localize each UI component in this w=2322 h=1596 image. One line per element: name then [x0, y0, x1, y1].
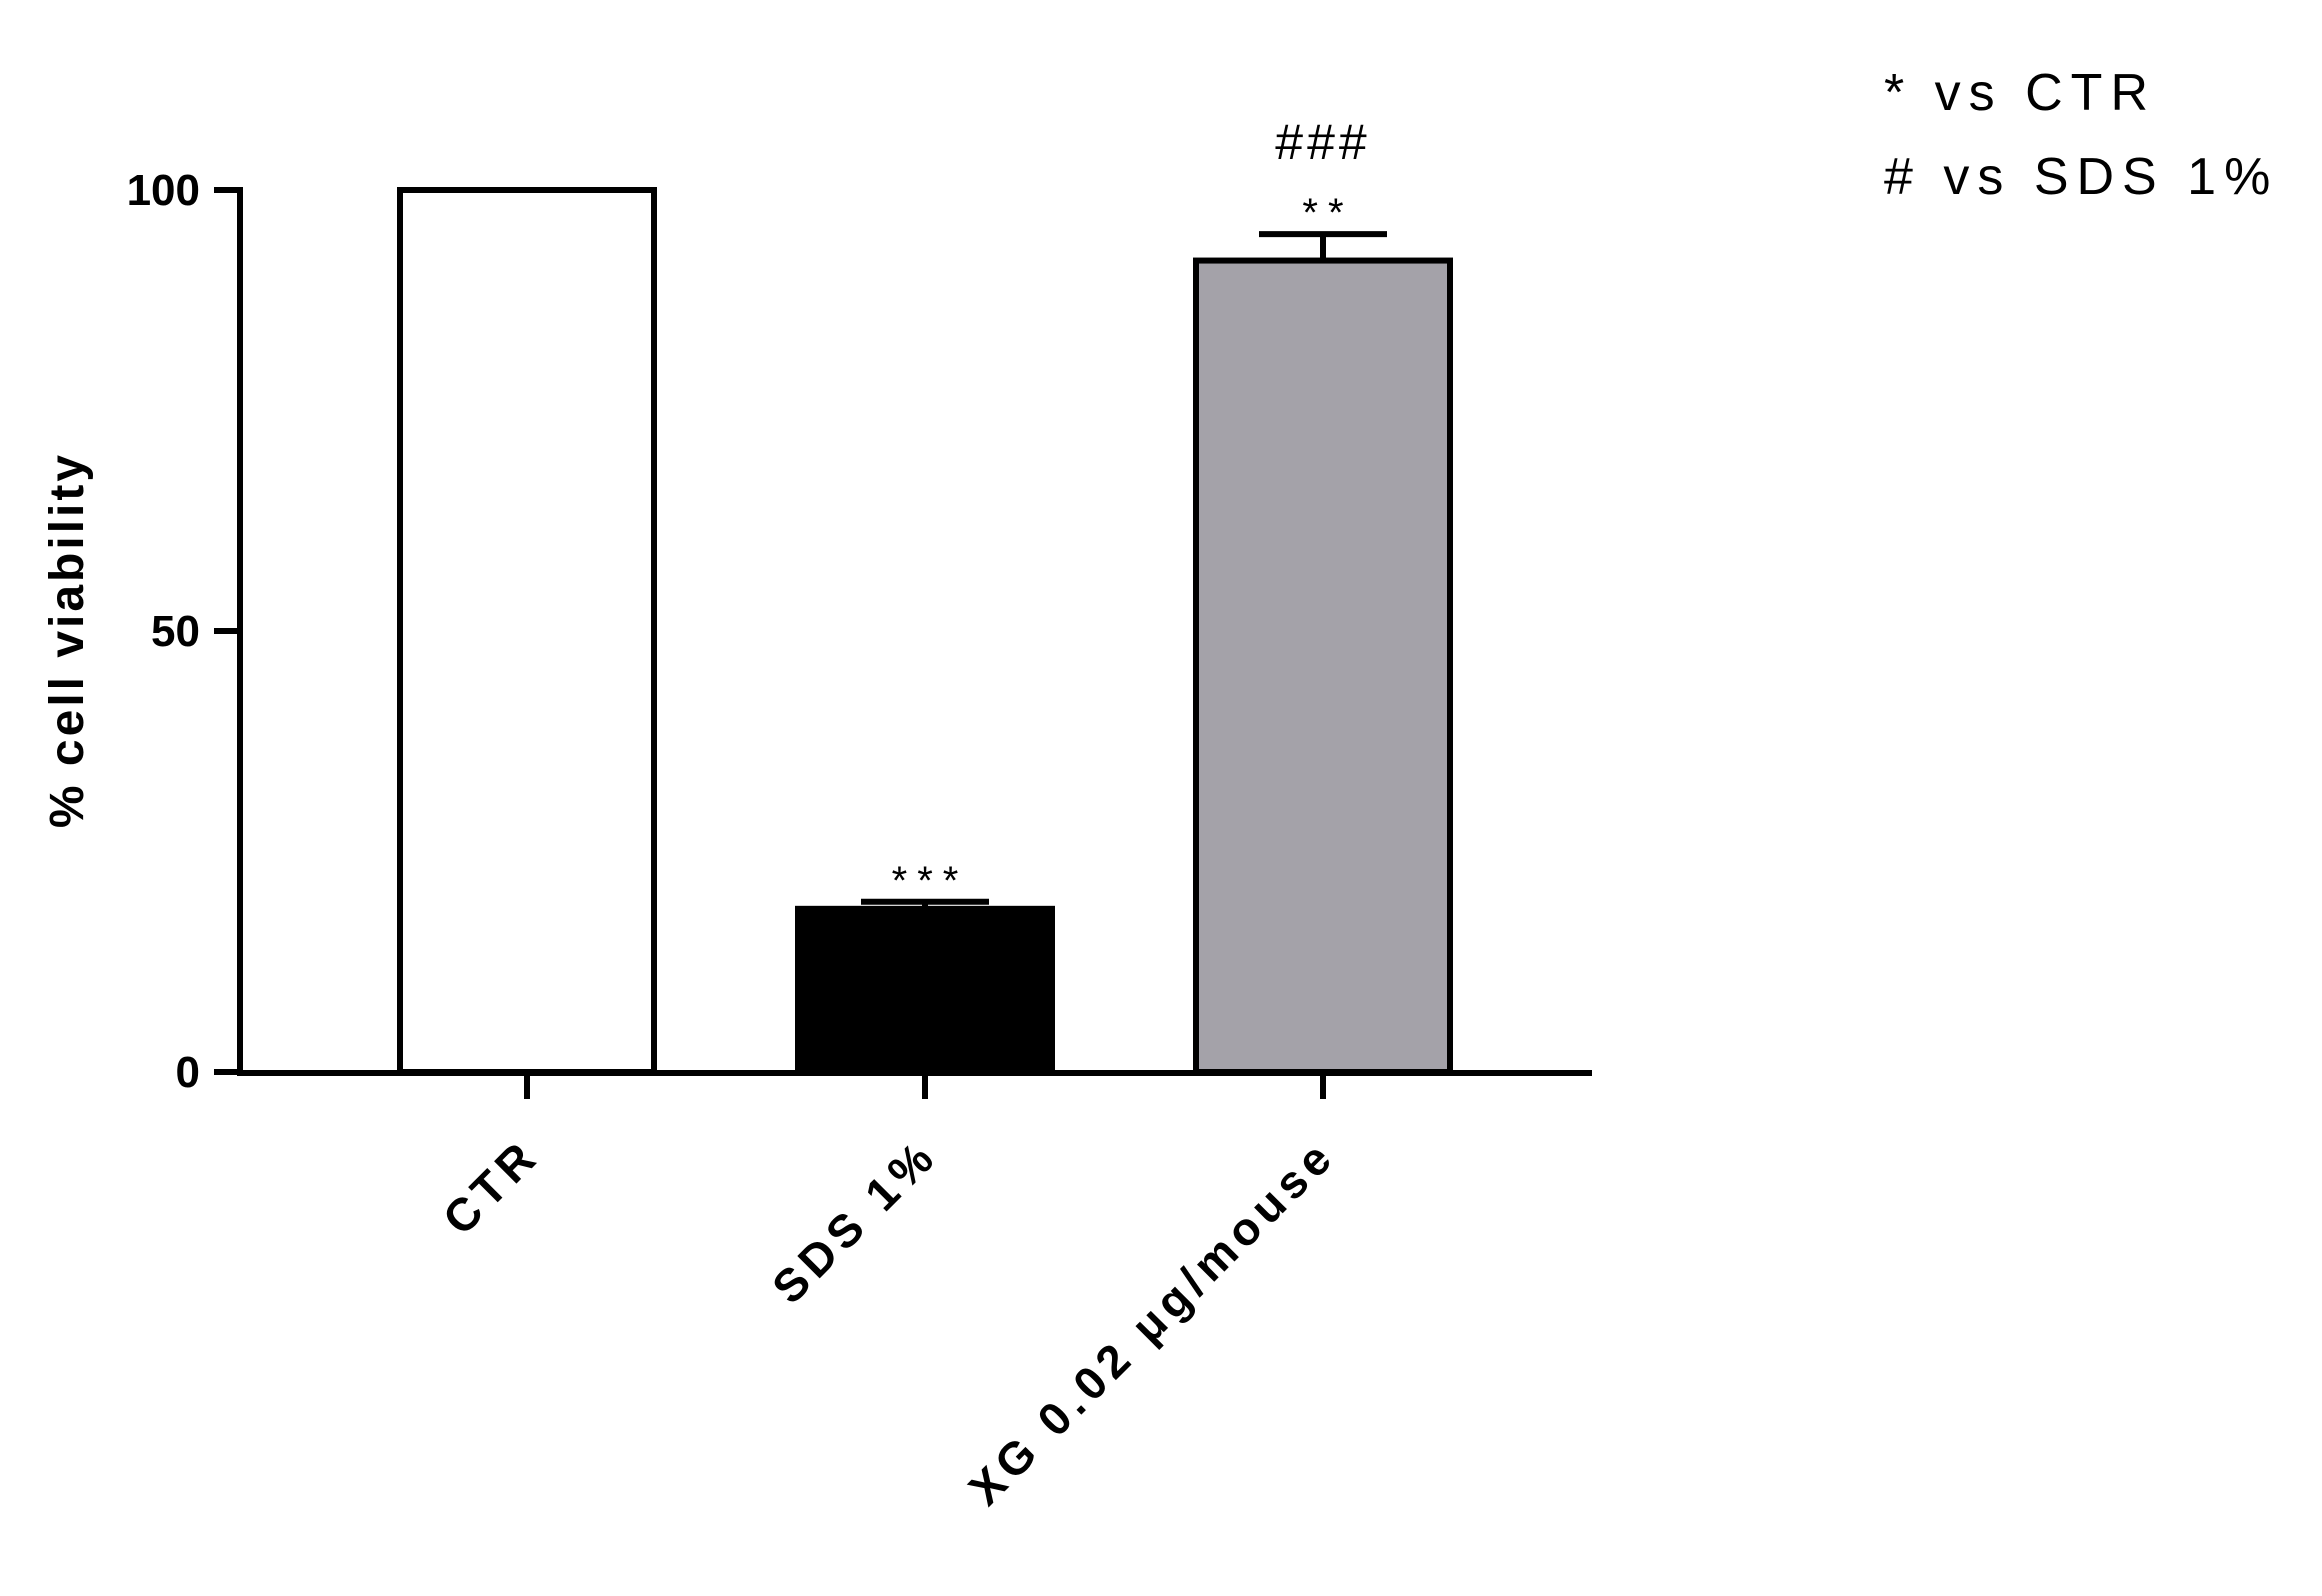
x-tick-label-xg-0-02-g-mouse: XG 0.02 μg/mouse — [958, 1128, 1345, 1515]
bar-xg-0-02-g-mouse — [1193, 257, 1453, 1075]
bars-layer — [397, 187, 1453, 1076]
x-tick-label-ctr: CTR — [433, 1128, 549, 1244]
y-tick-label-0: 0 — [176, 1048, 200, 1097]
legend-star-vs-ctr: * vs CTR — [1884, 64, 2156, 122]
significance-star-sds-1: *** — [892, 859, 969, 903]
y-tick-label-100: 100 — [127, 166, 200, 215]
labels-layer: CTR *** SDS 1% ** ### XG 0.02 μg/mouse 0 50 100 — [127, 114, 1370, 1515]
bar-ctr — [397, 187, 657, 1075]
axes-layer — [214, 187, 1592, 1099]
legend-hash-vs-sds: # vs SDS 1% — [1884, 148, 2278, 206]
significance-star-xg-0-02-g-mouse: ** — [1302, 191, 1353, 235]
y-axis-title: % cell viability — [41, 452, 94, 828]
significance-hash-xg-0-02-g-mouse: ### — [1275, 114, 1370, 170]
y-tick-label-50: 50 — [151, 607, 200, 656]
bar-sds-1 — [795, 905, 1055, 1076]
x-tick-label-sds-1: SDS 1% — [762, 1128, 947, 1313]
